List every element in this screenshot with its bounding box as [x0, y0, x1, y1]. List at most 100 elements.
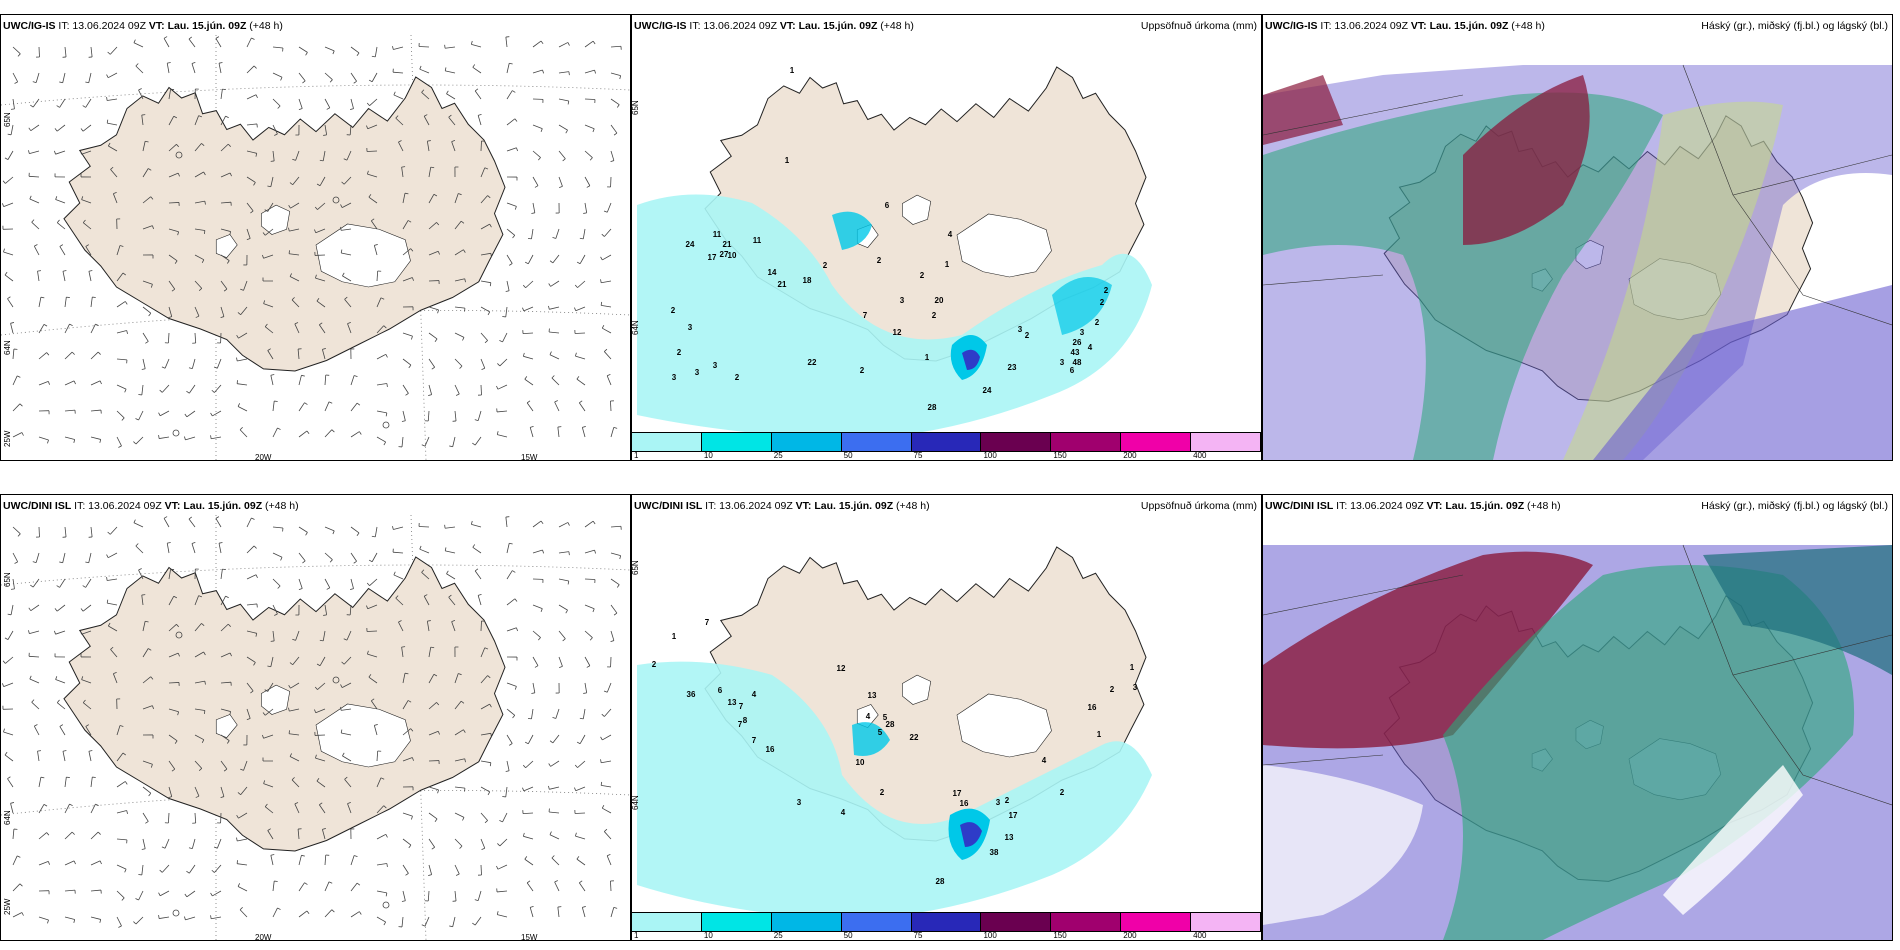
precip-amount-label: 24 — [983, 386, 992, 395]
panel-subtitle: Háský (gr.), miðský (fj.bl.) og lágský (… — [1701, 500, 1888, 512]
precip-amount-label: 36 — [687, 690, 696, 699]
legend-swatch — [981, 912, 1052, 932]
lat-label-65n: 65N — [3, 572, 12, 587]
precip-amount-label: 4 — [752, 690, 757, 699]
precip-amount-label: 6 — [885, 201, 890, 210]
wind-barbs — [2, 36, 622, 448]
precip-amount-label: 17 — [953, 789, 962, 798]
legend-tick-label: 75 — [913, 451, 923, 460]
precip-amount-label: 13 — [868, 691, 877, 700]
precip-amount-label: 22 — [808, 358, 817, 367]
precip-amount-label: 38 — [990, 848, 999, 857]
precip-amount-label: 4 — [866, 712, 871, 721]
precip-amount-label: 11 — [753, 236, 762, 245]
precip-amount-label: 14 — [768, 268, 777, 277]
lon-label-20w: 20W — [255, 453, 272, 461]
precip-amount-label: 5 — [878, 728, 883, 737]
precip-amount-label: 26 — [1073, 338, 1082, 347]
precip-amount-label: 28 — [928, 403, 937, 412]
precip-amount-label: 3 — [713, 361, 718, 370]
precip-amount-label: 7 — [752, 736, 757, 745]
legend-tick-label: 200 — [1123, 451, 1137, 460]
init-time: IT: 13.06.2024 09Z — [1320, 20, 1408, 32]
panel-subtitle: Uppsöfnuð úrkoma (mm) — [1140, 500, 1257, 512]
legend-swatch — [1051, 432, 1122, 452]
legend-swatch — [701, 912, 772, 932]
legend-tick-label: 75 — [913, 931, 923, 940]
legend-tick-label: 25 — [773, 451, 783, 460]
cloud-panel-top: UWC/IG-IS IT: 13.06.2024 09Z VT: Lau. 15… — [1262, 14, 1893, 461]
wind-panel-top: UWC/IG-IS IT: 13.06.2024 09Z VT: Lau. 15… — [0, 14, 631, 461]
precip-amount-label: 2 — [880, 788, 885, 797]
lead-time: (+48 h) — [1527, 500, 1561, 512]
cloud-layers — [1263, 64, 1892, 460]
precip-legend-labels: 1 10 25 50 75 100 150 200 400 — [632, 451, 1261, 460]
precip-amount-label: 6 — [718, 686, 723, 695]
precip-amount-label: 7 — [738, 720, 743, 729]
precip-amount-label: 1 — [925, 353, 930, 362]
wind-barbs — [2, 516, 622, 928]
precip-panel-bottom: UWC/DINI ISL IT: 13.06.2024 09Z VT: Lau.… — [631, 494, 1262, 941]
legend-swatch — [632, 912, 702, 932]
model-name: UWC/DINI ISL — [1265, 500, 1334, 512]
valid-time: VT: Lau. 15.jún. 09Z — [164, 500, 263, 512]
precip-amount-label: 23 — [1008, 363, 1017, 372]
cloud-cover-map — [1263, 35, 1892, 460]
precip-amount-label: 7 — [863, 311, 868, 320]
precip-amount-label: 43 — [1071, 348, 1080, 357]
iceland-landmass — [63, 556, 506, 852]
precip-amount-label: 7 — [705, 618, 710, 627]
precip-amount-label: 2 — [877, 256, 882, 265]
precip-amount-label: 1 — [1130, 663, 1135, 672]
precip-legend-labels: 1 10 25 50 75 100 150 200 400 — [632, 931, 1261, 940]
precip-amount-label: 10 — [728, 251, 737, 260]
lon-label-25w: 25W — [3, 430, 12, 447]
precip-amount-label: 2 — [932, 311, 937, 320]
lead-time: (+48 h) — [1511, 20, 1545, 32]
legend-tick-label: 400 — [1193, 451, 1207, 460]
lead-time: (+48 h) — [249, 20, 283, 32]
model-name: UWC/DINI ISL — [3, 500, 72, 512]
legend-swatch — [1191, 912, 1261, 932]
precip-amount-label: 16 — [1088, 703, 1097, 712]
precip-amount-label: 6 — [1070, 366, 1075, 375]
precip-amount-label: 3 — [1060, 358, 1065, 367]
valid-time: VT: Lau. 15.jún. 09Z — [795, 500, 894, 512]
legend-swatch — [771, 432, 842, 452]
precip-amount-label: 3 — [797, 798, 802, 807]
precip-amount-label: 8 — [743, 716, 748, 725]
legend-swatch — [701, 432, 772, 452]
precip-amount-label: 48 — [1073, 358, 1082, 367]
cloud-layers — [1263, 544, 1892, 940]
wind-panel-bottom: UWC/DINI ISL IT: 13.06.2024 09Z VT: Lau.… — [0, 494, 631, 941]
precip-amount-label: 3 — [996, 798, 1001, 807]
lat-label-64n: 64N — [3, 810, 12, 825]
lon-label-15w: 15W — [521, 933, 538, 941]
lead-time: (+48 h) — [880, 20, 914, 32]
legend-swatch — [911, 432, 982, 452]
wind-barb-map — [1, 515, 630, 940]
panel-subtitle: Uppsöfnuð úrkoma (mm) — [1140, 20, 1257, 32]
precip-legend — [632, 912, 1261, 932]
lat-label-64n: 64N — [3, 340, 12, 355]
legend-tick-label: 25 — [773, 931, 783, 940]
legend-tick-label: 150 — [1053, 451, 1067, 460]
precip-amount-label: 27 — [720, 250, 729, 259]
legend-swatch — [981, 432, 1052, 452]
legend-swatch — [911, 912, 982, 932]
panel-header: UWC/DINI ISL IT: 13.06.2024 09Z VT: Lau.… — [634, 498, 1257, 514]
cloud-cover-map — [1263, 515, 1892, 940]
wind-barb-map — [1, 35, 630, 460]
legend-swatch — [632, 432, 702, 452]
lon-label-20w: 20W — [255, 933, 272, 941]
lat-label-64n: 64N — [631, 795, 640, 810]
legend-swatch — [1051, 912, 1122, 932]
valid-time: VT: Lau. 15.jún. 09Z — [779, 20, 878, 32]
precip-amount-label: 4 — [948, 230, 953, 239]
legend-tick-label: 50 — [843, 931, 853, 940]
precip-amount-label: 4 — [841, 808, 846, 817]
precip-amount-label: 18 — [803, 276, 812, 285]
panel-header: UWC/IG-IS IT: 13.06.2024 09Z VT: Lau. 15… — [1265, 18, 1888, 34]
legend-tick-label: 150 — [1053, 931, 1067, 940]
precip-amount-label: 1 — [790, 66, 795, 75]
